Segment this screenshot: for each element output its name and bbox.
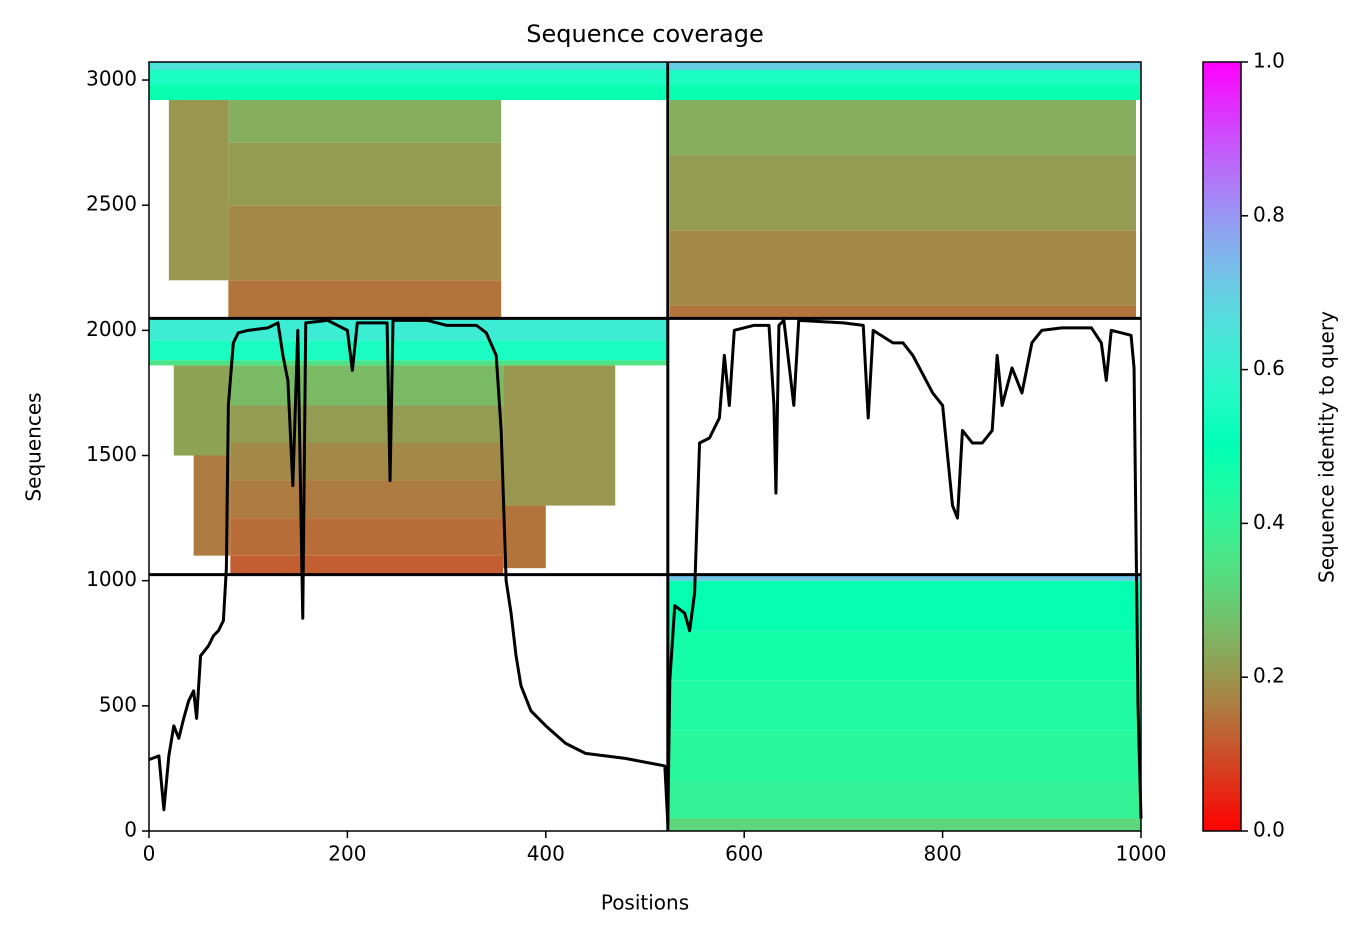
sequence-band [667, 780, 1141, 819]
sequence-band [503, 505, 546, 569]
sequence-band [230, 555, 504, 575]
colorbar-tick-label: 0.2 [1253, 664, 1285, 688]
sequence-band [669, 100, 1137, 156]
coverage-line [148, 318, 1143, 825]
sequence-band [173, 365, 231, 456]
x-tick-label: 800 [924, 842, 962, 866]
y-tick-label: 2500 [86, 192, 137, 216]
sequence-band [669, 305, 1137, 319]
y-tick-label: 2000 [86, 317, 137, 341]
sequence-band [149, 85, 668, 101]
sequence-band [228, 205, 502, 281]
chart-title: Sequence coverage [526, 20, 763, 48]
colorbar-label: Sequence identity to query [1315, 311, 1339, 583]
sequence-band [230, 518, 504, 556]
sequence-band [667, 680, 1141, 731]
sequence-band [667, 730, 1141, 781]
colorbar-tick-label: 1.0 [1253, 49, 1285, 73]
colorbar-tick-label: 0.8 [1253, 202, 1285, 226]
x-tick-label: 1000 [1116, 842, 1167, 866]
sequence-band [230, 442, 504, 481]
sequence-band [667, 580, 1141, 631]
sequence-band [228, 100, 502, 143]
sequence-band [669, 155, 1137, 231]
sequence-band [667, 630, 1141, 681]
sequence-band [168, 100, 229, 281]
sequence-band [669, 85, 1141, 101]
sequence-band [669, 70, 1141, 86]
y-tick-label: 3000 [86, 67, 137, 91]
colorbar-tick-label: 0.0 [1253, 818, 1285, 842]
sequence-band [149, 360, 668, 366]
sequence-band [669, 230, 1137, 306]
sequence-band [149, 70, 668, 86]
colorbar-tick-label: 0.6 [1253, 356, 1285, 380]
colorbar-tick-label: 0.4 [1253, 510, 1285, 534]
y-tick-label: 1500 [86, 442, 137, 466]
sequence-band [193, 455, 231, 556]
sequence-band [669, 62, 1141, 71]
sequence-band [149, 62, 668, 71]
x-axis-label: Positions [601, 891, 689, 915]
plot-frame [148, 61, 1142, 832]
sequence-band [228, 280, 502, 319]
y-tick-label: 0 [124, 818, 137, 842]
sequence-band [230, 480, 504, 519]
y-tick-label: 500 [99, 692, 137, 716]
sequence-band [667, 574, 1141, 581]
colorbar [1202, 61, 1242, 832]
x-tick-label: 600 [725, 842, 763, 866]
y-tick-label: 1000 [86, 567, 137, 591]
x-tick-label: 0 [143, 842, 156, 866]
sequence-band [667, 818, 1141, 831]
x-tick-label: 200 [328, 842, 366, 866]
sequence-band [149, 340, 668, 361]
y-axis-label: Sequences [22, 392, 46, 501]
sequence-band [230, 405, 504, 443]
x-tick-label: 400 [527, 842, 565, 866]
sequence-band [230, 365, 504, 406]
sequence-band [503, 365, 616, 506]
sequence-band [228, 142, 502, 206]
